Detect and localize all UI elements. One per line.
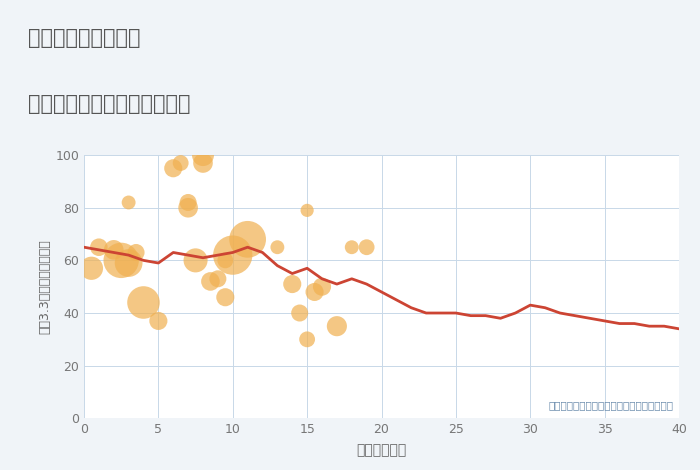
X-axis label: 築年数（年）: 築年数（年） — [356, 443, 407, 457]
Point — [242, 235, 253, 243]
Point — [316, 283, 328, 290]
Point — [153, 317, 164, 325]
Point — [287, 280, 298, 288]
Point — [190, 257, 201, 264]
Point — [302, 207, 313, 214]
Point — [309, 288, 320, 296]
Point — [212, 275, 223, 282]
Point — [346, 243, 357, 251]
Point — [183, 204, 194, 212]
Point — [138, 299, 149, 306]
Point — [197, 151, 209, 159]
Point — [108, 246, 119, 254]
Point — [220, 293, 231, 301]
Point — [361, 243, 372, 251]
Point — [86, 265, 97, 272]
Point — [220, 257, 231, 264]
Point — [272, 243, 283, 251]
Point — [197, 159, 209, 167]
Point — [294, 309, 305, 317]
Point — [93, 243, 104, 251]
Text: 円の大きさは、取引のあった物件面積を示す: 円の大きさは、取引のあった物件面積を示す — [548, 400, 673, 410]
Point — [175, 159, 186, 167]
Text: 三重県松阪市船江町: 三重県松阪市船江町 — [28, 28, 141, 48]
Point — [205, 278, 216, 285]
Point — [123, 259, 134, 267]
Y-axis label: 坪（3.3㎡）単価（万円）: 坪（3.3㎡）単価（万円） — [38, 239, 51, 334]
Point — [227, 251, 238, 259]
Point — [183, 199, 194, 206]
Point — [130, 249, 141, 256]
Point — [116, 257, 127, 264]
Point — [302, 336, 313, 343]
Point — [331, 322, 342, 330]
Point — [123, 199, 134, 206]
Text: 築年数別中古マンション価格: 築年数別中古マンション価格 — [28, 94, 190, 114]
Point — [168, 164, 179, 172]
